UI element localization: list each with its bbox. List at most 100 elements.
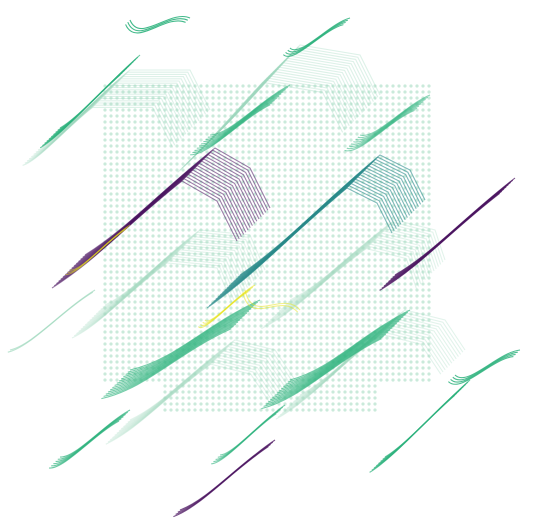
grid-dot xyxy=(331,276,335,280)
grid-dot xyxy=(331,84,335,88)
grid-dot xyxy=(409,150,413,154)
grid-dot xyxy=(229,348,233,352)
grid-dot xyxy=(319,228,323,232)
grid-dot xyxy=(289,336,293,340)
grid-dot xyxy=(211,390,215,394)
grid-dot xyxy=(241,300,245,304)
grid-dot xyxy=(235,84,239,88)
grid-dot xyxy=(415,240,419,244)
mint-strand xyxy=(116,352,283,434)
grid-dot xyxy=(253,348,257,352)
grid-dot xyxy=(289,84,293,88)
grid-dot xyxy=(337,108,341,112)
grid-dot xyxy=(421,150,425,154)
grid-dot xyxy=(397,120,401,124)
grid-dot xyxy=(211,246,215,250)
grid-dot xyxy=(205,300,209,304)
grid-dot xyxy=(253,150,257,154)
grid-dot xyxy=(139,138,143,142)
grid-dot xyxy=(163,198,167,202)
grid-dot xyxy=(139,198,143,202)
grid-dot xyxy=(367,108,371,112)
grid-dot xyxy=(409,102,413,106)
grid-dot xyxy=(391,108,395,112)
grid-dot xyxy=(319,222,323,226)
grid-dot xyxy=(193,396,197,400)
grid-dot xyxy=(133,264,137,268)
grid-dot xyxy=(157,372,161,376)
grid-dot xyxy=(301,408,305,412)
grid-dot xyxy=(277,282,281,286)
grid-dot xyxy=(331,144,335,148)
grid-dot xyxy=(331,318,335,322)
grid-dot xyxy=(157,186,161,190)
grid-dot xyxy=(169,216,173,220)
grid-dot xyxy=(193,228,197,232)
grid-dot xyxy=(139,288,143,292)
grid-dot xyxy=(175,318,179,322)
grid-dot xyxy=(421,210,425,214)
grid-dot xyxy=(265,90,269,94)
grid-dot xyxy=(121,138,125,142)
grid-dot xyxy=(277,120,281,124)
grid-dot xyxy=(421,342,425,346)
grid-dot xyxy=(121,240,125,244)
grid-dot xyxy=(265,300,269,304)
grid-dot xyxy=(355,282,359,286)
grid-dot xyxy=(427,222,431,226)
grid-dot xyxy=(337,210,341,214)
grid-dot xyxy=(391,258,395,262)
grid-dot xyxy=(247,252,251,256)
grid-dot xyxy=(175,120,179,124)
grid-dot xyxy=(115,342,119,346)
grid-dot xyxy=(127,108,131,112)
grid-dot xyxy=(241,132,245,136)
grid-dot xyxy=(289,126,293,130)
grid-dot xyxy=(391,336,395,340)
grid-dot xyxy=(355,120,359,124)
grid-dot xyxy=(127,270,131,274)
grid-dot xyxy=(163,264,167,268)
grid-dot xyxy=(139,234,143,238)
grid-dot xyxy=(229,366,233,370)
grid-dot xyxy=(169,324,173,328)
mint-strand xyxy=(179,79,346,171)
mint-strand xyxy=(125,343,292,425)
grid-dot xyxy=(193,372,197,376)
grid-dot xyxy=(169,384,173,388)
grid-dot xyxy=(307,330,311,334)
grid-dot xyxy=(139,114,143,118)
grid-dot xyxy=(241,258,245,262)
grid-dot xyxy=(127,360,131,364)
grid-dot xyxy=(115,144,119,148)
grid-dot xyxy=(427,144,431,148)
grid-dot xyxy=(229,252,233,256)
grid-dot xyxy=(415,216,419,220)
grid-dot xyxy=(283,366,287,370)
grid-dot xyxy=(199,354,203,358)
grid-dot xyxy=(313,270,317,274)
grid-dot xyxy=(139,102,143,106)
grid-dot xyxy=(403,132,407,136)
grid-dot xyxy=(355,318,359,322)
grid-dot xyxy=(349,108,353,112)
grid-dot xyxy=(349,288,353,292)
grid-dot xyxy=(271,162,275,166)
grid-dot xyxy=(133,120,137,124)
grid-dot xyxy=(187,246,191,250)
grid-dot xyxy=(157,240,161,244)
grid-dot xyxy=(181,402,185,406)
grid-dot xyxy=(151,180,155,184)
grid-dot xyxy=(295,366,299,370)
grid-dot xyxy=(295,144,299,148)
grid-dot xyxy=(157,378,161,382)
grid-dot xyxy=(121,252,125,256)
grid-dot xyxy=(121,84,125,88)
grid-dot xyxy=(253,84,257,88)
grid-dot xyxy=(103,108,107,112)
grid-dot xyxy=(367,312,371,316)
grid-dot xyxy=(313,240,317,244)
grid-dot xyxy=(427,360,431,364)
grid-dot xyxy=(421,108,425,112)
grid-dot xyxy=(325,318,329,322)
